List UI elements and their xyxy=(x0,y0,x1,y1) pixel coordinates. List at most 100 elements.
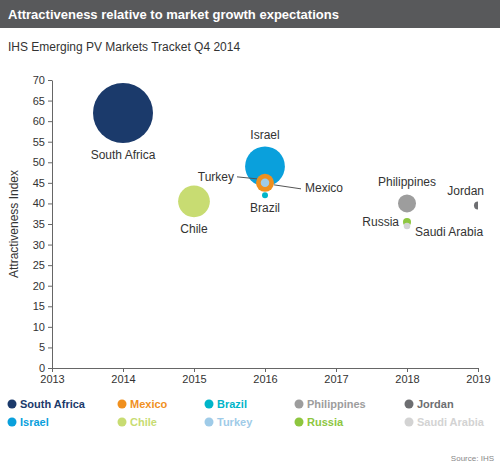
bubble-label: Mexico xyxy=(305,181,343,195)
tick-mark xyxy=(48,347,52,348)
bubble-label: Israel xyxy=(250,128,279,142)
tick: 5 xyxy=(39,341,52,353)
tick: 2016 xyxy=(253,368,277,385)
legend-marker xyxy=(405,418,414,427)
legend-label: Saudi Arabia xyxy=(417,416,485,428)
tick-mark xyxy=(48,80,52,81)
legend-label: South Africa xyxy=(20,398,86,410)
tick-label: 50 xyxy=(33,156,45,168)
tick-mark xyxy=(48,327,52,328)
bubble-label: Saudi Arabia xyxy=(415,225,483,239)
legend-item: Brazil xyxy=(205,398,247,410)
tick: 30 xyxy=(33,239,52,251)
legend: South Africa Israel Mexico Chile Brazil Turke… xyxy=(8,398,485,428)
tick-mark xyxy=(48,265,52,266)
bubble-labels: South AfricaIsraelMexicoChileBrazilTurke… xyxy=(91,128,484,240)
bubble xyxy=(261,179,269,187)
tick-label: 25 xyxy=(33,259,45,271)
tick-label: 2019 xyxy=(466,373,490,385)
legend-marker xyxy=(205,418,214,427)
bubble-label: Turkey xyxy=(198,170,234,184)
tick-label: 2014 xyxy=(111,373,135,385)
legend-item: Jordan xyxy=(405,398,454,410)
leader-line xyxy=(237,177,257,179)
tick-label: 2018 xyxy=(395,373,419,385)
tick-label: 2016 xyxy=(253,373,277,385)
tick-mark xyxy=(48,183,52,184)
legend-label: Brazil xyxy=(217,398,247,410)
tick-mark xyxy=(407,368,408,372)
legend-item: Israel xyxy=(8,416,49,428)
legend-item: Chile xyxy=(118,416,157,428)
tick-mark xyxy=(194,368,195,372)
legend-label: Mexico xyxy=(130,398,168,410)
tick: 20 xyxy=(33,280,52,292)
tick: 45 xyxy=(33,177,52,189)
tick: 65 xyxy=(33,95,52,107)
legend-item: Russia xyxy=(295,416,344,428)
tick-mark xyxy=(48,286,52,287)
tick: 55 xyxy=(33,136,52,148)
tick-mark xyxy=(48,101,52,102)
tick-label: 2015 xyxy=(182,373,206,385)
title: Attractiveness relative to market growth… xyxy=(8,7,339,22)
y-axis-title: Attractiveness Index xyxy=(7,170,21,278)
tick-mark xyxy=(123,368,124,372)
legend-item: Saudi Arabia xyxy=(405,416,485,428)
bubble-label: Philippines xyxy=(378,175,436,189)
axis-line xyxy=(52,81,53,369)
bubble-label: Jordan xyxy=(447,184,484,198)
chart-svg: Attractiveness relative to market growth… xyxy=(0,0,500,467)
tick-label: 15 xyxy=(33,300,45,312)
x-axis: 2013201420152016201720182019 xyxy=(40,368,490,385)
legend-item: Turkey xyxy=(205,416,254,428)
tick: 25 xyxy=(33,259,52,271)
leader-line xyxy=(274,185,301,189)
tick-label: 35 xyxy=(33,218,45,230)
tick: 70 xyxy=(33,74,52,86)
bubble xyxy=(245,147,285,187)
tick-mark xyxy=(48,368,52,369)
legend-marker xyxy=(295,400,304,409)
tick-label: 65 xyxy=(33,95,45,107)
bubble xyxy=(404,223,411,230)
tick-label: 2017 xyxy=(324,373,348,385)
tick-mark xyxy=(52,368,53,372)
legend-marker xyxy=(405,400,414,409)
header-bar xyxy=(0,0,500,28)
legend-label: Chile xyxy=(130,416,157,428)
tick-label: 30 xyxy=(33,239,45,251)
tick-mark xyxy=(48,203,52,204)
tick-mark xyxy=(48,245,52,246)
tick: 10 xyxy=(33,321,52,333)
legend-marker xyxy=(118,418,127,427)
tick: 35 xyxy=(33,218,52,230)
bubble xyxy=(256,174,274,192)
tick-mark xyxy=(265,368,266,372)
bubble xyxy=(262,192,268,198)
legend-marker xyxy=(8,418,17,427)
tick-label: 45 xyxy=(33,177,45,189)
legend-marker xyxy=(8,400,17,409)
bubble-label: Chile xyxy=(180,222,208,236)
tick-label: 20 xyxy=(33,280,45,292)
tick-mark xyxy=(48,121,52,122)
tick-mark xyxy=(48,224,52,225)
bubble xyxy=(398,194,416,212)
legend-marker xyxy=(295,418,304,427)
legend-label: Philippines xyxy=(307,398,366,410)
tick-mark xyxy=(48,306,52,307)
tick-label: 5 xyxy=(39,341,45,353)
source: Source: IHS xyxy=(451,454,494,463)
bubble-label: Brazil xyxy=(250,201,280,215)
tick: 2017 xyxy=(324,368,348,385)
tick-label: 40 xyxy=(33,197,45,209)
legend-label: Turkey xyxy=(217,416,253,428)
tick-mark xyxy=(336,368,337,372)
legend-item: South Africa xyxy=(8,398,86,410)
tick: 2014 xyxy=(111,368,135,385)
tick-label: 55 xyxy=(33,136,45,148)
tick: 50 xyxy=(33,156,52,168)
legend-item: Philippines xyxy=(295,398,366,410)
tick: 40 xyxy=(33,197,52,209)
